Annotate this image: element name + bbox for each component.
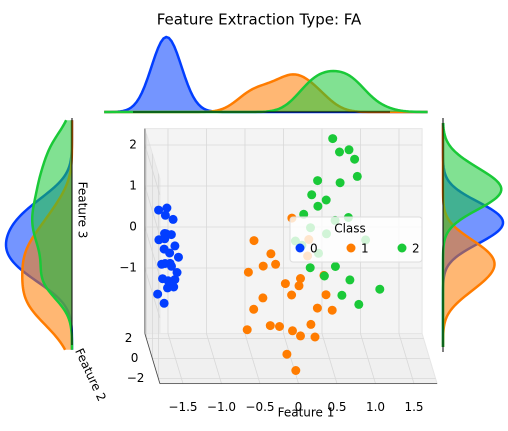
x-tick-label: 0 (295, 400, 303, 414)
y-tick-label: 2 (125, 331, 133, 345)
point (249, 236, 259, 246)
point (335, 147, 344, 157)
density (104, 71, 428, 112)
x-tick-label: 1.5 (404, 400, 423, 414)
point (345, 275, 355, 285)
x-axis-label: Feature 1 (278, 406, 335, 420)
point (287, 290, 297, 300)
point (163, 276, 173, 286)
z-tick-label: 2 (129, 138, 137, 152)
chart-title: Feature Extraction Type: FA (157, 11, 362, 29)
point (258, 293, 268, 303)
x-tick-label: 1.0 (366, 400, 385, 414)
point (312, 303, 322, 313)
point (327, 305, 337, 315)
x-tick-label: 0.5 (327, 400, 346, 414)
legend-box (289, 216, 423, 263)
point (344, 145, 354, 155)
z-tick-label: 0 (129, 220, 137, 234)
point (162, 203, 172, 213)
point (159, 298, 169, 308)
y-tick-label: −2 (127, 371, 145, 385)
point (168, 214, 178, 224)
point (169, 282, 179, 292)
point (159, 244, 169, 254)
point (375, 284, 385, 294)
point (291, 366, 301, 375)
point (328, 134, 338, 144)
x-tick-label: −1.5 (168, 400, 197, 414)
point (271, 259, 281, 269)
point (173, 252, 183, 262)
point (319, 271, 329, 281)
point (313, 176, 323, 186)
x-tick-label: −1.0 (207, 400, 236, 414)
point (306, 319, 316, 329)
point (313, 201, 323, 211)
point (350, 154, 360, 164)
legend-title: Class (334, 222, 366, 236)
point (296, 274, 305, 283)
density (104, 74, 428, 112)
point (170, 275, 180, 285)
point (265, 321, 275, 331)
point (337, 290, 347, 300)
point (321, 195, 331, 205)
legend-marker (346, 243, 356, 253)
density (32, 120, 72, 350)
point (172, 268, 182, 277)
density (443, 123, 503, 347)
z-tick-label: 1 (129, 179, 137, 193)
density (443, 123, 495, 347)
point (335, 178, 345, 188)
grid-line (144, 267, 161, 319)
y-tick-label: 0 (131, 351, 139, 365)
density (443, 123, 502, 347)
legend-marker (295, 243, 305, 253)
axis-line (144, 333, 161, 384)
point (307, 190, 317, 200)
point (154, 205, 164, 215)
density (104, 37, 428, 112)
legend-marker (397, 243, 407, 253)
point (305, 263, 315, 273)
grid-line (144, 185, 161, 237)
point (310, 332, 320, 342)
point (170, 241, 180, 251)
point (288, 326, 297, 336)
density-line (30, 119, 74, 350)
point (296, 331, 305, 341)
grid-line (144, 226, 161, 278)
z-tick-label: −1 (119, 261, 137, 275)
point (243, 267, 253, 277)
point (166, 261, 176, 271)
point (330, 262, 340, 271)
point (282, 349, 292, 359)
legend-label: 0 (310, 242, 318, 256)
y-axis-label: Feature 2 (72, 346, 109, 403)
point (352, 171, 362, 181)
point (354, 299, 364, 309)
point (275, 322, 284, 331)
point (266, 249, 276, 259)
point (321, 290, 331, 300)
point (242, 325, 252, 335)
legend-label: 2 (412, 242, 420, 256)
point (258, 261, 268, 271)
point (160, 234, 170, 244)
legend-label: 1 (361, 242, 369, 256)
x-tick-label: −0.5 (245, 400, 274, 414)
z-axis-label: Feature 3 (76, 182, 90, 239)
point (153, 289, 163, 299)
point (280, 279, 290, 289)
point (160, 210, 170, 220)
grid-line (144, 144, 161, 196)
point (294, 281, 304, 291)
point (249, 304, 259, 314)
